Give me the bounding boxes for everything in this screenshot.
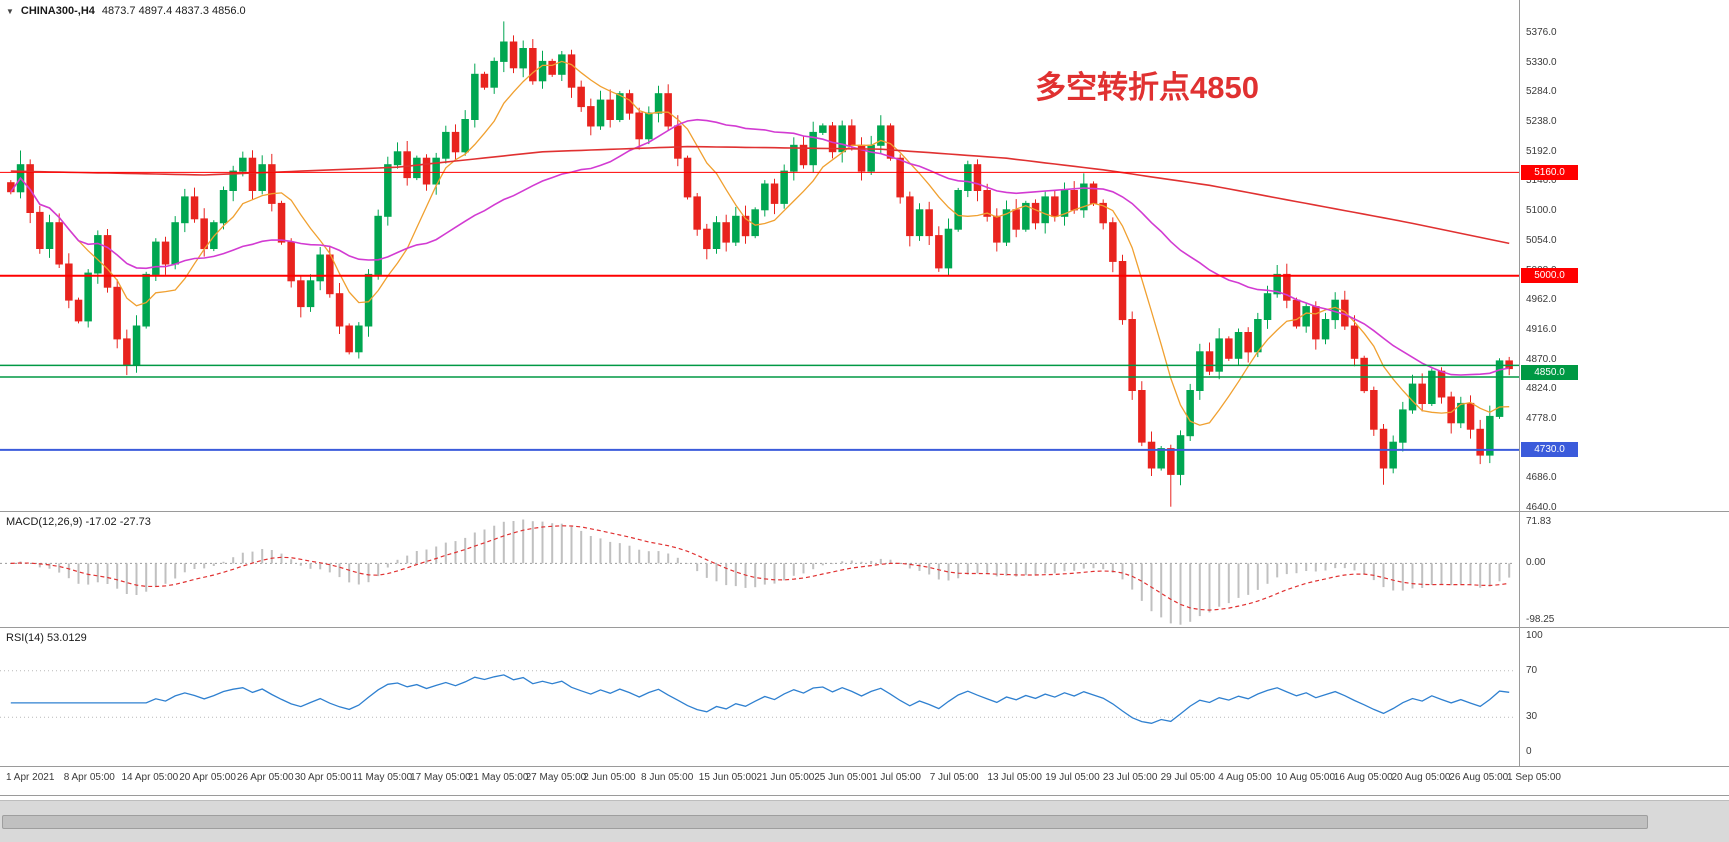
date-label: 26 Apr 05:00 [236, 772, 294, 783]
date-label: 1 Jul 05:00 [872, 772, 921, 783]
macd-signal-line [10, 525, 1510, 611]
price-tick-label: 5376.0 [1526, 27, 1557, 38]
annotation-text: 多空转折点4850 [1035, 70, 1259, 105]
symbol-header: ▼ CHINA300-,H4 4873.7 4897.4 4837.3 4856… [6, 5, 246, 17]
rsi-axis-tick-label: 70 [1526, 664, 1538, 676]
price-tick-label: 4962.0 [1526, 294, 1557, 306]
rsi-axis-tick-label: 0 [1526, 746, 1532, 757]
rsi-axis-tick-label: 100 [1526, 630, 1543, 641]
date-label: 13 Jul 05:00 [987, 772, 1042, 783]
symbol-dropdown-icon[interactable]: ▼ [6, 6, 14, 16]
main-price-chart[interactable] [0, 0, 1729, 511]
date-label: 25 Jun 05:00 [814, 772, 873, 783]
price-tick-label: 5192.0 [1526, 145, 1557, 157]
date-label: 27 May 05:00 [525, 772, 587, 783]
date-label: 29 Jul 05:00 [1160, 772, 1216, 783]
date-label: 21 May 05:00 [467, 772, 529, 783]
date-label: 21 Jun 05:00 [756, 772, 815, 783]
macd-axis-tick-label: 71.83 [1526, 516, 1552, 527]
price-tick-label: 5054.0 [1526, 234, 1557, 246]
ohlc-values: 4873.7 4897.4 4837.3 4856.0 [101, 5, 246, 17]
rsi-line [10, 674, 1510, 724]
date-label: 1 Sep 05:00 [1507, 772, 1561, 783]
rsi-axis-tick-label: 30 [1526, 711, 1538, 723]
panel-divider [0, 795, 1729, 796]
candlestick-series [7, 21, 1513, 507]
date-label: 23 Jul 05:00 [1102, 772, 1158, 783]
rsi-indicator-panel[interactable] [0, 628, 1729, 765]
date-label: 26 Aug 05:00 [1449, 772, 1509, 783]
price-tick-label: 4916.0 [1526, 323, 1557, 335]
price-line-tag: 5160.0 [1521, 164, 1578, 180]
date-label: 1 Apr 2021 [6, 772, 55, 783]
panel-divider [0, 766, 1729, 767]
date-label: 14 Apr 05:00 [121, 772, 179, 783]
ma-long-red-line [10, 145, 1510, 245]
horizontal-scrollbar[interactable] [0, 800, 1729, 842]
price-tick-label: 4824.0 [1526, 383, 1557, 395]
date-label: 30 Apr 05:00 [294, 772, 352, 783]
symbol-timeframe-label: CHINA300-,H4 [20, 5, 95, 17]
price-line-tag: 4730.0 [1521, 442, 1578, 458]
macd-indicator-panel[interactable] [0, 512, 1729, 627]
price-tick-label: 5146.0 [1526, 175, 1557, 187]
price-tick-label: 4686.0 [1526, 472, 1557, 484]
date-label: 16 Aug 05:00 [1333, 772, 1393, 783]
price-tick-label: 4640.0 [1526, 502, 1557, 513]
date-label: 15 Jun 05:00 [698, 772, 757, 783]
price-tick-label: 5284.0 [1526, 86, 1557, 98]
date-label: 8 Jun 05:00 [641, 772, 694, 783]
macd-axis-tick-label: -98.25 [1526, 614, 1555, 625]
macd-label: MACD(12,26,9) -17.02 -27.73 [6, 516, 151, 528]
date-label: 2 Jun 05:00 [583, 772, 636, 783]
price-tick-label: 5100.0 [1526, 205, 1557, 217]
price-line-tag: 4850.0 [1521, 365, 1578, 380]
panel-divider [0, 511, 1729, 512]
date-label: 19 Jul 05:00 [1045, 772, 1100, 783]
date-label: 10 Aug 05:00 [1276, 772, 1336, 783]
date-label: 8 Apr 05:00 [63, 772, 115, 783]
scrollbar-thumb[interactable] [2, 815, 1648, 829]
date-label: 4 Aug 05:00 [1218, 772, 1272, 783]
price-line-tag: 5000.0 [1521, 268, 1578, 284]
price-tick-label: 4870.0 [1526, 353, 1557, 365]
price-tick-label: 5330.0 [1526, 56, 1557, 68]
date-label: 20 Aug 05:00 [1391, 772, 1451, 783]
price-tick-label: 4778.0 [1526, 412, 1557, 424]
horizontal-price-lines [0, 171, 1519, 451]
date-label: 17 May 05:00 [410, 772, 471, 783]
date-label: 7 Jul 05:00 [929, 772, 979, 783]
panel-divider [0, 627, 1729, 628]
ma-fast-orange-line [10, 60, 1510, 426]
date-label: 11 May 05:00 [352, 772, 413, 783]
macd-axis-tick-label: 0.00 [1526, 557, 1546, 569]
macd-histogram [19, 519, 1511, 625]
price-scale-divider [1519, 0, 1520, 766]
ma-slow-magenta-line [10, 118, 1510, 376]
price-tick-label: 5238.0 [1526, 116, 1557, 128]
date-label: 20 Apr 05:00 [179, 772, 236, 783]
rsi-label: RSI(14) 53.0129 [6, 632, 87, 644]
